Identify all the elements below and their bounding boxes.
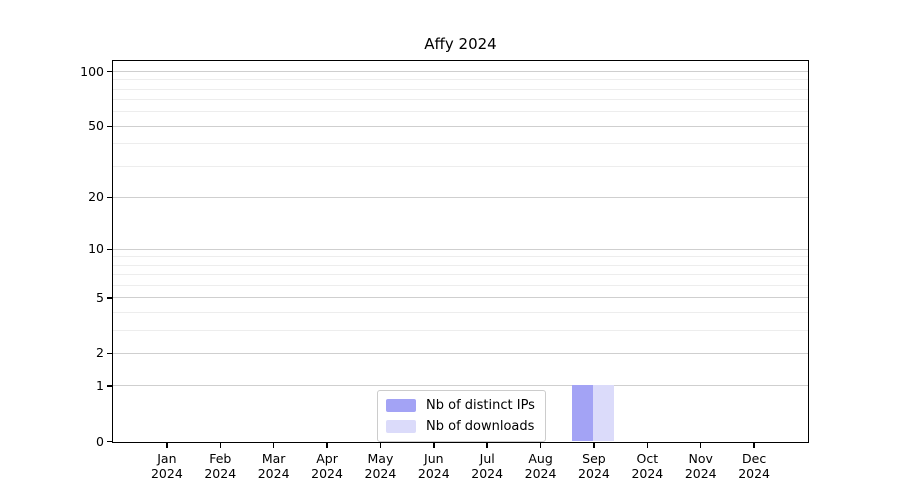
x-tick-label: Feb 2024 <box>185 451 255 481</box>
y-tick-mark <box>107 385 112 387</box>
x-tick-mark <box>593 443 595 448</box>
y-tick-mark <box>107 440 112 443</box>
x-tick-label-month: Sep <box>582 451 606 466</box>
x-tick-label: Nov 2024 <box>666 451 736 481</box>
gridline-minor <box>113 143 808 145</box>
x-tick-label: Mar 2024 <box>239 451 309 481</box>
gridline-major <box>113 352 808 354</box>
x-tick-label: Jan 2024 <box>132 451 202 481</box>
bar-nb-of-downloads-sep-2024 <box>593 385 615 441</box>
gridline-major <box>113 385 808 387</box>
x-tick-label-year: 2024 <box>578 466 610 481</box>
x-tick-mark <box>486 443 488 448</box>
x-tick-label: Apr 2024 <box>292 451 362 481</box>
x-tick-label: Aug 2024 <box>506 451 576 481</box>
y-tick-mark <box>107 196 112 199</box>
gridline-minor <box>113 329 808 331</box>
legend-swatch-downloads <box>386 420 416 433</box>
x-tick-label-year: 2024 <box>204 466 237 481</box>
x-tick-label-month: Mar <box>261 451 286 466</box>
x-tick-label-month: Jun <box>424 451 444 466</box>
x-tick-mark <box>379 443 382 448</box>
gridline-minor <box>113 79 808 81</box>
y-tick-label: 20 <box>88 189 104 205</box>
y-tick-label: 10 <box>88 241 104 257</box>
y-tick-mark <box>107 352 112 355</box>
legend-item-distinct-ips: Nb of distinct IPs <box>386 397 535 414</box>
x-tick-label-month: Aug <box>528 451 553 466</box>
x-tick-mark <box>539 443 542 448</box>
gridline-major <box>113 71 808 73</box>
legend-item-downloads: Nb of downloads <box>386 418 535 435</box>
x-tick-mark <box>699 443 702 448</box>
gridline-minor <box>113 256 808 258</box>
legend-swatch-distinct-ips <box>386 399 416 412</box>
gridline-major <box>113 196 808 198</box>
x-tick-label-month: May <box>367 451 394 466</box>
x-tick-mark <box>166 443 168 448</box>
x-tick-label-year: 2024 <box>471 466 504 481</box>
gridline-major <box>113 297 808 299</box>
x-tick-label-month: Jan <box>157 451 177 466</box>
gridline-minor <box>113 99 808 101</box>
gridline-minor <box>113 311 808 313</box>
x-tick-label-month: Apr <box>316 451 338 466</box>
x-tick-label-year: 2024 <box>738 466 771 481</box>
x-tick-mark <box>326 443 328 448</box>
x-tick-label-month: Nov <box>688 451 713 466</box>
y-tick-label: 5 <box>96 289 104 305</box>
x-tick-label-year: 2024 <box>684 466 717 481</box>
gridline-major <box>113 248 808 250</box>
x-tick-label-month: Oct <box>636 451 659 466</box>
bars-layer <box>113 61 808 442</box>
y-tick-mark <box>107 70 112 73</box>
x-tick-label-year: 2024 <box>364 466 397 481</box>
x-tick-label-year: 2024 <box>524 466 557 481</box>
legend-label-distinct-ips: Nb of distinct IPs <box>426 398 535 413</box>
y-tick-mark <box>107 125 112 128</box>
x-tick-label: Dec 2024 <box>719 451 789 481</box>
gridline-minor <box>113 264 808 266</box>
x-tick-label: Oct 2024 <box>612 451 682 481</box>
x-tick-label-month: Dec <box>742 451 767 466</box>
x-tick-label: Sep 2024 <box>559 451 629 481</box>
gridline-minor <box>113 285 808 287</box>
x-tick-label-year: 2024 <box>257 466 290 481</box>
y-tick-label: 50 <box>88 118 104 134</box>
x-tick-label-year: 2024 <box>417 466 450 481</box>
x-tick-mark <box>753 443 755 448</box>
x-tick-mark <box>219 443 222 448</box>
x-tick-label: Jul 2024 <box>452 451 522 481</box>
y-tick-label: 0 <box>96 433 104 449</box>
y-tick-label: 100 <box>80 63 104 79</box>
x-tick-mark <box>646 443 649 448</box>
gridline-minor <box>113 274 808 276</box>
legend: Nb of distinct IPs Nb of downloads <box>377 390 546 442</box>
legend-label-downloads: Nb of downloads <box>426 419 535 434</box>
gridlines-layer <box>113 61 808 442</box>
gridline-minor <box>113 165 808 167</box>
plot-area: Nb of distinct IPs Nb of downloads <box>112 60 809 443</box>
x-tick-label: Jun 2024 <box>399 451 469 481</box>
gridline-minor <box>113 111 808 113</box>
y-tick-label: 2 <box>96 345 104 361</box>
gridline-minor <box>113 88 808 90</box>
x-tick-label-month: Jul <box>479 451 495 466</box>
x-tick-label-month: Feb <box>209 451 232 466</box>
x-tick-label-year: 2024 <box>631 466 664 481</box>
x-tick-label: May 2024 <box>345 451 415 481</box>
x-tick-label-year: 2024 <box>311 466 343 481</box>
gridline-major <box>113 125 808 127</box>
x-tick-label-year: 2024 <box>150 466 183 481</box>
chart-title: Affy 2024 <box>424 35 497 53</box>
y-tick-mark <box>107 248 112 251</box>
x-tick-mark <box>272 443 275 448</box>
y-tick-label: 1 <box>96 377 104 393</box>
bar-nb-of-distinct-ips-sep-2024 <box>572 385 594 441</box>
y-tick-mark <box>107 297 112 299</box>
x-tick-mark <box>433 443 435 448</box>
